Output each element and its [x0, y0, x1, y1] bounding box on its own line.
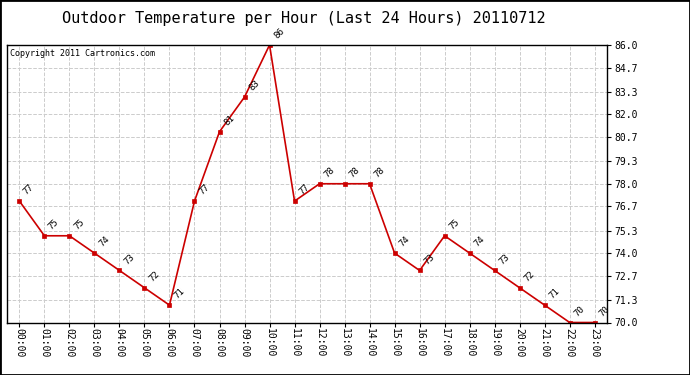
Text: Copyright 2011 Cartronics.com: Copyright 2011 Cartronics.com — [10, 49, 155, 58]
Text: 70: 70 — [572, 304, 586, 318]
Text: 70: 70 — [598, 304, 611, 318]
Text: 72: 72 — [522, 270, 536, 284]
Text: 75: 75 — [72, 217, 86, 231]
Text: 74: 74 — [472, 235, 486, 249]
Text: 74: 74 — [97, 235, 111, 249]
Text: 73: 73 — [422, 252, 436, 266]
Text: 72: 72 — [147, 270, 161, 284]
Text: 71: 71 — [172, 287, 186, 301]
Text: 74: 74 — [397, 235, 411, 249]
Text: 71: 71 — [547, 287, 561, 301]
Text: 81: 81 — [222, 113, 236, 128]
Text: 73: 73 — [122, 252, 136, 266]
Text: 77: 77 — [197, 183, 211, 197]
Text: 75: 75 — [47, 217, 61, 231]
Text: 78: 78 — [372, 165, 386, 179]
Text: 78: 78 — [322, 165, 336, 179]
Text: 73: 73 — [497, 252, 511, 266]
Text: 75: 75 — [447, 217, 461, 231]
Text: 77: 77 — [22, 183, 36, 197]
Text: 78: 78 — [347, 165, 361, 179]
Text: 86: 86 — [272, 27, 286, 40]
Text: 83: 83 — [247, 79, 261, 93]
Text: 77: 77 — [297, 183, 311, 197]
Text: Outdoor Temperature per Hour (Last 24 Hours) 20110712: Outdoor Temperature per Hour (Last 24 Ho… — [62, 11, 545, 26]
